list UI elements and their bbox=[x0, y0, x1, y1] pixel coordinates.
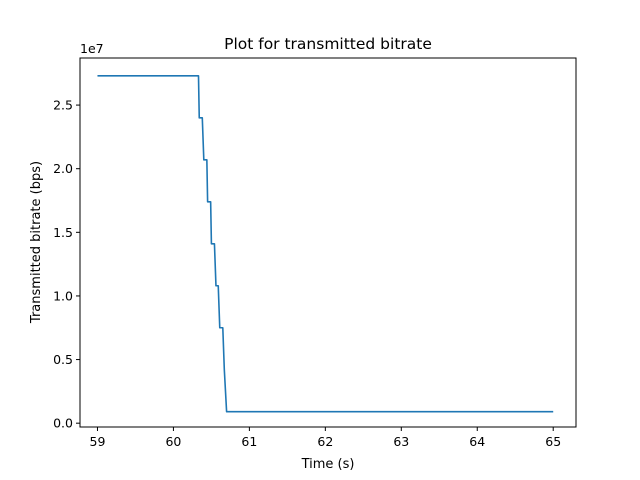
y-axis-label: Transmitted bitrate (bps) bbox=[29, 161, 44, 324]
y-axis: 0.0 0.5 1.0 1.5 2.0 2.5 bbox=[53, 98, 80, 431]
y-tick-label: 0.5 bbox=[53, 352, 73, 367]
x-tick-label: 62 bbox=[317, 434, 333, 449]
y-tick-label: 1.5 bbox=[53, 225, 73, 240]
x-axis-label: Time (s) bbox=[301, 457, 355, 472]
x-tick-label: 60 bbox=[165, 434, 181, 449]
bitrate-series-line bbox=[97, 75, 554, 413]
y-tick-label: 2.0 bbox=[53, 161, 73, 176]
plot-area bbox=[97, 75, 554, 413]
x-tick-label: 64 bbox=[469, 434, 485, 449]
y-tick-label: 2.5 bbox=[53, 98, 73, 113]
x-tick-label: 59 bbox=[90, 434, 106, 449]
y-offset-label: 1e7 bbox=[80, 41, 104, 56]
axes-frame bbox=[79, 57, 577, 428]
y-tick-label: 1.0 bbox=[53, 288, 73, 303]
x-tick-label: 65 bbox=[545, 434, 561, 449]
chart-title: Plot for transmitted bitrate bbox=[224, 35, 432, 53]
x-tick-label: 63 bbox=[393, 434, 409, 449]
y-tick-label: 0.0 bbox=[53, 416, 73, 431]
x-axis: 59 60 61 62 63 64 65 bbox=[90, 427, 561, 449]
x-tick-label: 61 bbox=[241, 434, 257, 449]
